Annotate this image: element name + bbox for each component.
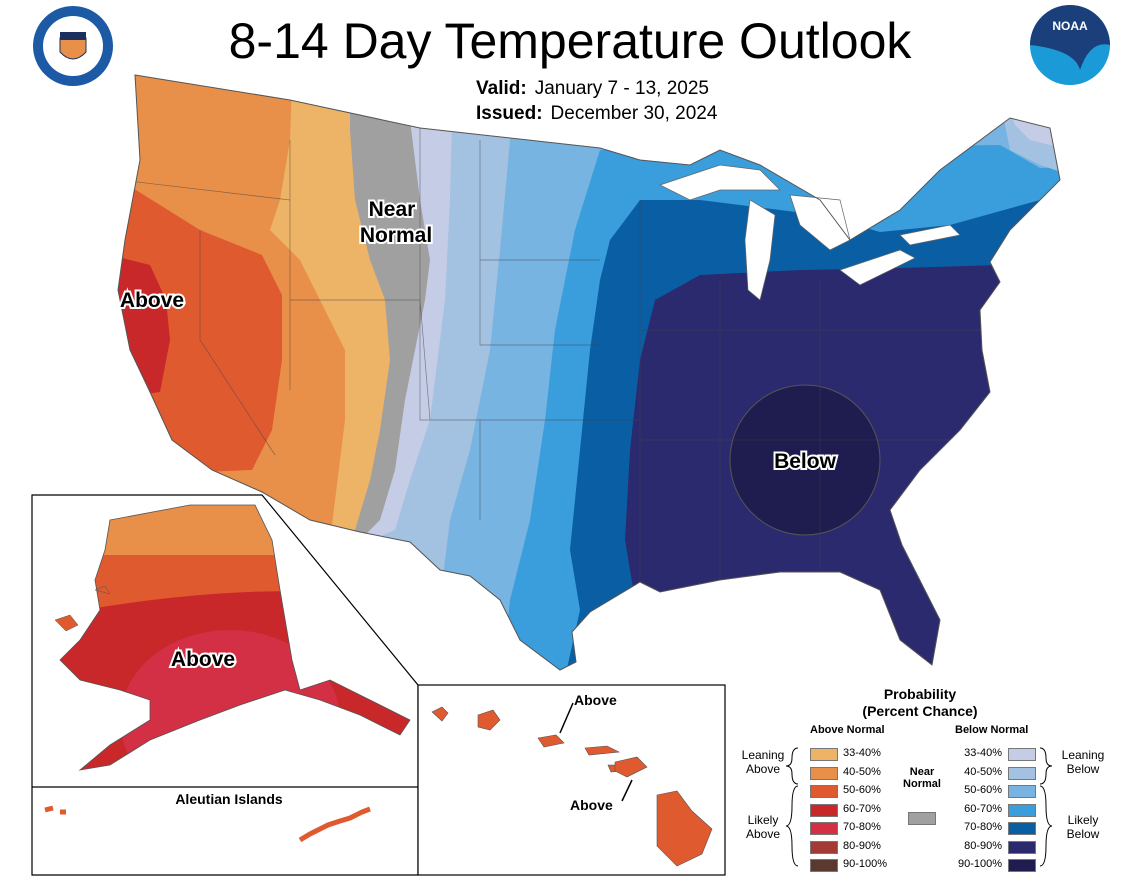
state-borders — [119, 128, 1000, 580]
legend-range-below: 60-70% — [964, 802, 1002, 815]
legend-swatch-below — [1008, 840, 1036, 854]
legend-swatch-below — [1008, 822, 1036, 835]
legend-range-above: 50-60% — [843, 784, 881, 796]
band-below-90-100 — [729, 384, 881, 536]
legend-swatch-below — [1008, 748, 1036, 761]
legend-likely-below: Likely Below — [1066, 813, 1100, 841]
legend-range-above: 90-100% — [843, 858, 888, 870]
legend-above-header: Above Normal — [810, 724, 885, 736]
band-above-60-70 — [118, 255, 170, 395]
legend-leaning-above: Leaning Above — [741, 748, 785, 776]
doc-seal-logo — [33, 6, 113, 86]
legend-range-above: 80-90% — [843, 839, 881, 852]
legend-subtitle: (Percent Chance) — [862, 703, 978, 719]
legend: Probability (Percent Chance) Above Norma… — [730, 686, 1140, 876]
valid-label: Valid: — [476, 78, 527, 99]
legend-swatch-below — [1008, 766, 1036, 780]
legend-swatch-above — [810, 748, 838, 761]
label-above-west: Above — [120, 289, 184, 312]
label-above-alaska: Above — [171, 648, 235, 671]
label-above-hawaii-north: Above — [574, 692, 617, 708]
legend-range-below: 80-90% — [964, 839, 1002, 852]
issued-value: December 30, 2024 — [550, 103, 718, 124]
legend-range-above: 40-50% — [843, 765, 881, 778]
legend-leaning-below: Leaning Below — [1061, 748, 1105, 776]
label-near-normal-2: Normal — [360, 224, 432, 247]
label-below-east: Below — [774, 450, 837, 473]
valid-dates: Valid: January 7 - 13, 2025 — [476, 78, 709, 100]
legend-range-below: 70-80% — [964, 821, 1002, 833]
legend-range-above: 70-80% — [843, 821, 881, 833]
valid-value: January 7 - 13, 2025 — [534, 78, 709, 99]
legend-swatch-above — [810, 785, 838, 798]
legend-swatch-above — [810, 803, 838, 817]
legend-range-below: 40-50% — [964, 765, 1002, 778]
noaa-text: NOAA — [1052, 19, 1088, 33]
legend-swatch-above — [810, 859, 838, 872]
issued-date: Issued: December 30, 2024 — [476, 103, 717, 125]
legend-range-above: 60-70% — [843, 802, 881, 815]
legend-swatch-above — [810, 822, 838, 835]
legend-below-header: Below Normal — [955, 724, 1029, 736]
legend-near-normal: Near Normal — [903, 766, 941, 790]
page-title: 8-14 Day Temperature Outlook — [228, 13, 912, 69]
label-above-hawaii-south: Above — [570, 797, 613, 813]
hawaii-inset: Above Above — [417, 684, 726, 876]
great-lakes — [659, 164, 961, 301]
issued-label: Issued: — [476, 103, 543, 124]
legend-swatch-above — [810, 840, 838, 854]
legend-likely-above: Likely Above — [745, 813, 781, 841]
legend-swatch-below — [1008, 803, 1036, 817]
legend-swatch-below — [1008, 785, 1036, 798]
label-near-normal: Near — [369, 198, 416, 221]
label-aleutian-islands: Aleutian Islands — [175, 791, 283, 807]
legend-range-below: 50-60% — [964, 784, 1002, 796]
legend-range-below: 90-100% — [957, 858, 1002, 870]
legend-title: Probability — [883, 686, 957, 702]
legend-swatch-above — [810, 766, 838, 780]
noaa-logo: NOAA — [1030, 5, 1110, 85]
legend-swatch-below — [1008, 859, 1036, 872]
legend-range-below: 33-40% — [964, 747, 1002, 759]
legend-swatch-near-normal — [908, 812, 936, 825]
alaska-inset: Above Aleutian Islands — [31, 494, 419, 876]
legend-range-above: 33-40% — [843, 747, 881, 759]
legend-braces — [785, 747, 1053, 867]
